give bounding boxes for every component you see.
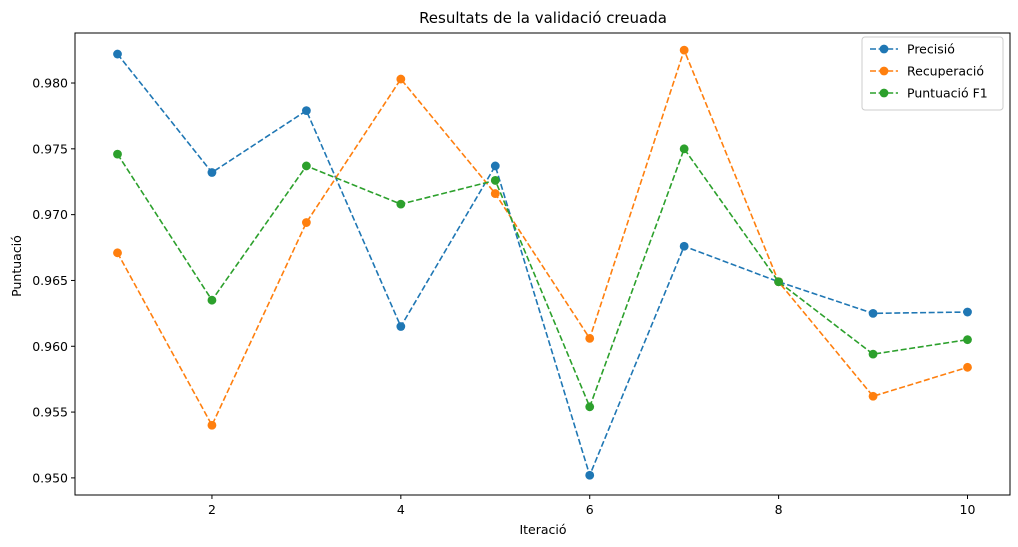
data-point xyxy=(963,307,972,317)
data-point xyxy=(113,49,122,59)
axes-frame xyxy=(74,32,1011,496)
data-point xyxy=(679,144,689,154)
y-tick-label: 0.960 xyxy=(32,339,68,354)
data-point xyxy=(868,349,878,359)
data-point xyxy=(963,335,972,345)
y-tick-label: 0.980 xyxy=(32,76,68,91)
series-line xyxy=(116,147,968,410)
data-point xyxy=(301,106,311,116)
data-point xyxy=(301,218,311,227)
x-tick-label: 2 xyxy=(208,502,216,517)
legend-item: Puntuació F1 xyxy=(870,86,988,101)
data-point xyxy=(774,277,784,287)
data-point xyxy=(113,248,122,258)
y-tick-label: 0.975 xyxy=(32,141,68,156)
data-point xyxy=(868,391,878,401)
x-axis-label: Iteració xyxy=(519,522,566,537)
data-point xyxy=(113,149,122,159)
data-point xyxy=(396,199,406,209)
chart-title: Resultats de la validació creuada xyxy=(419,9,667,27)
y-tick-label: 0.965 xyxy=(32,273,68,288)
plot-area: 2 4 6 8 10 0.950 0.955 0.960 0.965 0.970 0.975 0.98… xyxy=(32,32,1011,517)
legend-label: Recuperació xyxy=(907,64,984,79)
series-line xyxy=(116,47,968,428)
data-point xyxy=(585,402,595,412)
data-point xyxy=(207,168,217,177)
y-tick-label: 0.950 xyxy=(32,470,68,485)
data-point xyxy=(396,322,406,331)
data-point xyxy=(679,241,689,251)
data-point xyxy=(301,161,311,171)
x-tick-label: 10 xyxy=(960,502,976,517)
x-tick-label: 6 xyxy=(586,502,594,517)
legend-item: Precisió xyxy=(870,42,955,57)
legend-marker xyxy=(879,44,889,54)
legend-box xyxy=(861,36,1004,111)
legend-marker xyxy=(879,66,889,76)
y-tick-label: 0.970 xyxy=(32,207,68,222)
data-point xyxy=(396,74,406,84)
series-2 xyxy=(113,45,972,430)
series-3 xyxy=(113,144,972,412)
legend-marker xyxy=(879,88,889,98)
data-point xyxy=(585,333,595,343)
legend-item: Recuperació xyxy=(870,64,984,79)
y-axis-label: Puntuació xyxy=(9,235,24,297)
data-point xyxy=(963,362,972,372)
data-point xyxy=(490,161,500,171)
x-tick-label: 4 xyxy=(397,502,405,517)
legend-label: Puntuació F1 xyxy=(907,86,988,101)
data-point xyxy=(868,308,878,318)
data-point xyxy=(585,470,595,480)
data-point xyxy=(490,176,500,185)
legend: Precisió Recuperació Puntuació F1 xyxy=(861,36,1004,111)
legend-label: Precisió xyxy=(907,42,955,57)
data-point xyxy=(679,45,689,55)
series-line xyxy=(116,53,968,478)
x-tick-label: 8 xyxy=(775,502,783,517)
data-point xyxy=(207,295,217,305)
data-point xyxy=(490,189,500,198)
y-tick-label: 0.955 xyxy=(32,405,68,420)
data-point xyxy=(207,420,217,430)
